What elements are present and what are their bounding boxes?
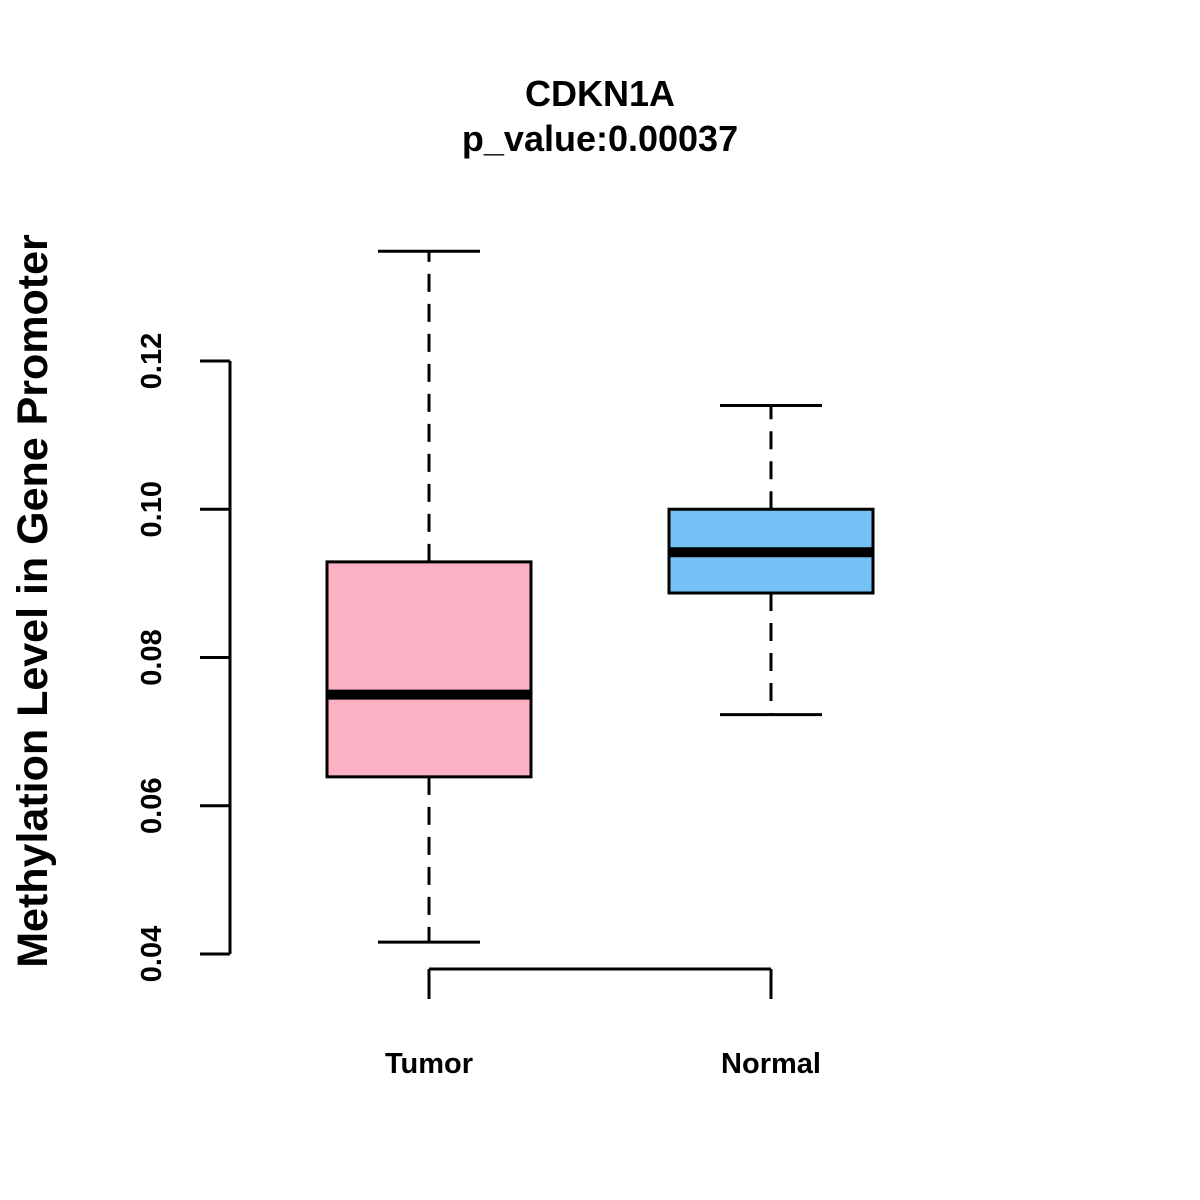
x-tick-label: Normal	[721, 1048, 821, 1080]
box-normal	[667, 403, 875, 717]
y-tick-label: 0.04	[136, 926, 168, 982]
chart-subtitle: p_value:0.00037	[462, 118, 738, 159]
y-tick-label: 0.10	[136, 481, 168, 537]
iqr-box	[325, 560, 533, 779]
y-tick-label: 0.12	[136, 333, 168, 389]
chart-title: CDKN1A	[525, 73, 675, 114]
y-axis: 0.04 0.06 0.08 0.10 0.12	[136, 333, 232, 982]
boxes-group	[325, 249, 875, 944]
x-axis: Tumor Normal	[385, 967, 821, 1080]
box-tumor	[325, 249, 533, 944]
y-tick-label: 0.08	[136, 629, 168, 685]
x-tick-label: Tumor	[385, 1048, 473, 1080]
y-tick-label: 0.06	[136, 778, 168, 834]
y-axis-title: Methylation Level in Gene Promoter	[9, 234, 57, 968]
